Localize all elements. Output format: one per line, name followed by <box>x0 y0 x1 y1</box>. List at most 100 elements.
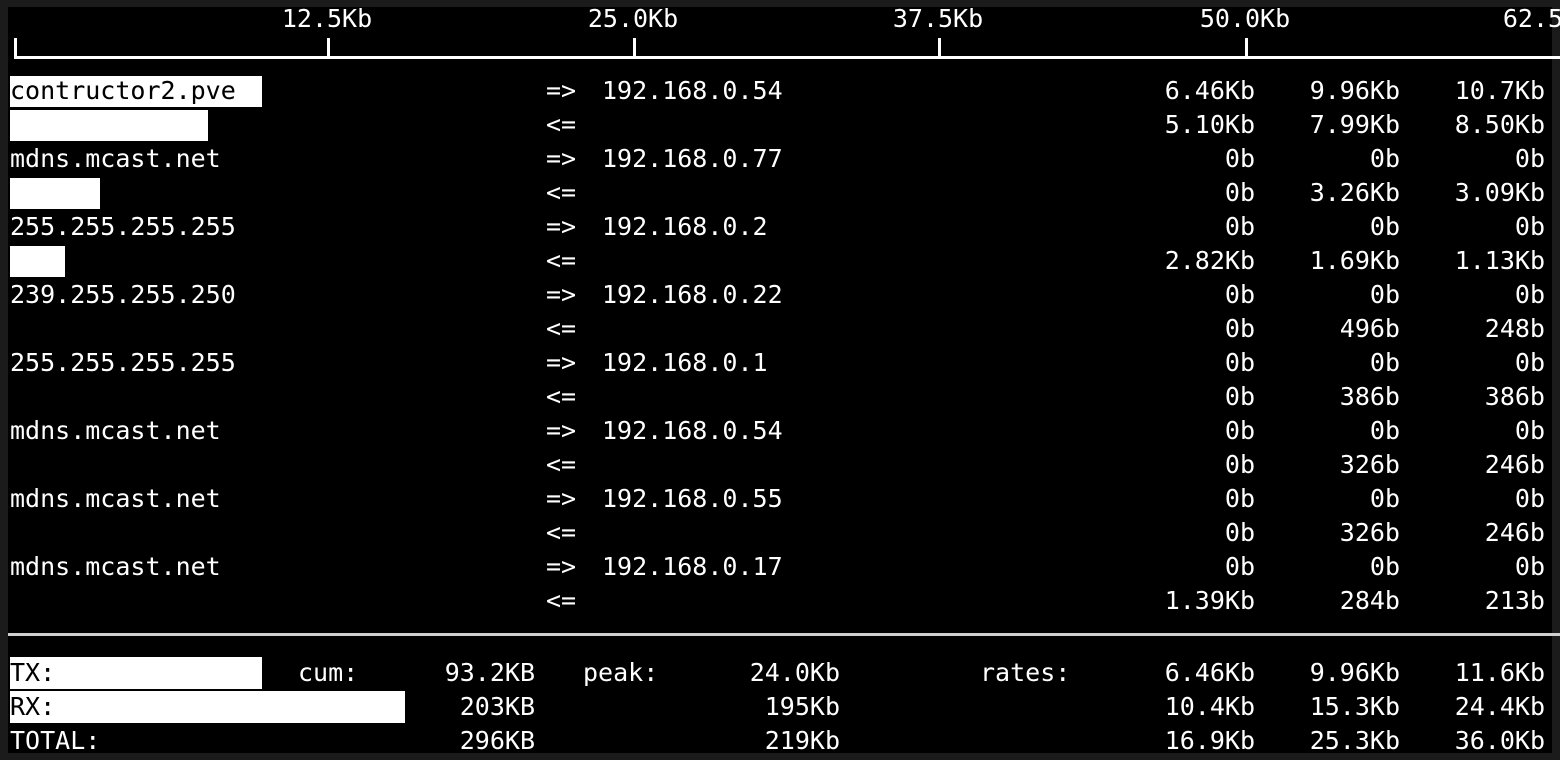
tx-rate-value: 0b <box>1369 552 1400 581</box>
tx-rate-value: 0b <box>1369 416 1400 445</box>
connection-row-tx[interactable]: 239.255.255.250 => 192.168.0.22 0b 0b 0b <box>0 278 1560 312</box>
scale-label: 25.0Kb <box>587 4 679 33</box>
tx-rate-value: 0b <box>1514 348 1545 377</box>
rx-rate-value: 496b <box>1339 314 1400 343</box>
tx-rate-value: 0b <box>1514 212 1545 241</box>
cumulative-value: 93.2KB <box>444 658 535 687</box>
rx-rate-value: 326b <box>1339 518 1400 547</box>
direction-arrow-in-icon: <= <box>546 314 577 343</box>
summary-rate-value: 36.0Kb <box>1454 726 1545 755</box>
tx-rate-value: 0b <box>1514 416 1545 445</box>
tx-rate-value: 10.7Kb <box>1454 76 1545 105</box>
summary-rate-value: 9.96Kb <box>1309 658 1400 687</box>
connection-row-rx[interactable]: <= 5.10Kb 7.99Kb 8.50Kb <box>0 108 1560 142</box>
connection-list[interactable]: contructor2.pve => 192.168.0.54 6.46Kb 9.96K… <box>0 62 1560 632</box>
peak-value: 195Kb <box>764 692 840 721</box>
connection-row-tx[interactable]: mdns.mcast.net => 192.168.0.17 0b 0b 0b <box>0 550 1560 584</box>
summary-row-label: RX: <box>10 692 56 721</box>
connection-row-rx[interactable]: <= 0b 386b 386b <box>0 380 1560 414</box>
rx-rate-value: 3.26Kb <box>1309 178 1400 207</box>
summary-row-label: TX: <box>10 658 56 687</box>
summary-rate-value: 25.3Kb <box>1309 726 1400 755</box>
connection-row-tx[interactable]: 255.255.255.255 => 192.168.0.1 0b 0b 0b <box>0 346 1560 380</box>
host-name: 255.255.255.255 <box>10 212 236 241</box>
peer-address: 192.168.0.54 <box>602 76 783 105</box>
summary-row: TX: cum: peak: rates: 93.2KB 24.0Kb 6.46Kb 9.96… <box>0 656 1560 690</box>
rx-rate-value: 246b <box>1484 518 1545 547</box>
connection-row-tx[interactable]: 255.255.255.255 => 192.168.0.2 0b 0b 0b <box>0 210 1560 244</box>
cumulative-value: 296KB <box>459 726 535 755</box>
rx-rate-value: 213b <box>1484 586 1545 615</box>
summary-row: TOTAL: 296KB 219Kb 16.9Kb 25.3Kb 36.0Kb <box>0 724 1560 758</box>
summary-rate-value: 6.46Kb <box>1164 658 1255 687</box>
direction-arrow-out-icon: => <box>546 484 577 513</box>
direction-arrow-in-icon: <= <box>546 586 577 615</box>
connection-row-tx[interactable]: contructor2.pve => 192.168.0.54 6.46Kb 9.96K… <box>0 74 1560 108</box>
tx-rate-value: 0b <box>1224 280 1255 309</box>
tx-rate-value: 0b <box>1369 144 1400 173</box>
tx-rate-value: 0b <box>1369 484 1400 513</box>
rx-rate-value: 1.69Kb <box>1309 246 1400 275</box>
direction-arrow-in-icon: <= <box>546 518 577 547</box>
rx-rate-value: 0b <box>1224 382 1255 411</box>
tx-rate-value: 0b <box>1224 484 1255 513</box>
summary-rate-value: 10.4Kb <box>1164 692 1255 721</box>
rx-rate-value: 0b <box>1224 450 1255 479</box>
connection-row-tx[interactable]: mdns.mcast.net => 192.168.0.77 0b 0b 0b <box>0 142 1560 176</box>
connection-row-rx[interactable]: <= 2.82Kb 1.69Kb 1.13Kb <box>0 244 1560 278</box>
connection-row-tx[interactable]: mdns.mcast.net => 192.168.0.55 0b 0b 0b <box>0 482 1560 516</box>
host-name: 255.255.255.255 <box>10 348 236 377</box>
rx-rate-value: 1.39Kb <box>1164 586 1255 615</box>
summary-rate-value: 11.6Kb <box>1454 658 1545 687</box>
summary-rate-value: 16.9Kb <box>1164 726 1255 755</box>
scale-tick <box>1245 38 1248 59</box>
host-name: 239.255.255.250 <box>10 280 236 309</box>
scale-label: 12.5Kb <box>281 4 373 33</box>
rx-rate-value: 386b <box>1484 382 1545 411</box>
scale-tick <box>327 38 330 59</box>
peer-address: 192.168.0.77 <box>602 144 783 173</box>
host-name: mdns.mcast.net <box>10 484 221 513</box>
scale-tick <box>14 38 17 59</box>
rates-label: rates: <box>980 658 1071 687</box>
host-name: mdns.mcast.net <box>10 416 221 445</box>
connection-row-rx[interactable]: <= 0b 496b 248b <box>0 312 1560 346</box>
summary-bandwidth-bar <box>10 691 405 723</box>
footer-separator <box>8 633 1560 636</box>
rx-bandwidth-bar <box>10 110 208 141</box>
direction-arrow-out-icon: => <box>546 280 577 309</box>
connection-row-rx[interactable]: <= 0b 3.26Kb 3.09Kb <box>0 176 1560 210</box>
window-edge-top <box>0 0 1560 7</box>
connection-row-rx[interactable]: <= 0b 326b 246b <box>0 448 1560 482</box>
rx-rate-value: 0b <box>1224 518 1255 547</box>
window-edge-right <box>1552 0 1560 760</box>
rx-rate-value: 8.50Kb <box>1454 110 1545 139</box>
host-name: contructor2.pve <box>10 76 236 105</box>
tx-rate-value: 0b <box>1224 348 1255 377</box>
peer-address: 192.168.0.54 <box>602 416 783 445</box>
rx-rate-value: 284b <box>1339 586 1400 615</box>
summary-bandwidth-bar <box>10 657 262 689</box>
peer-address: 192.168.0.17 <box>602 552 783 581</box>
rx-rate-value: 326b <box>1339 450 1400 479</box>
scale-label: 62.5Kb <box>1502 4 1560 33</box>
peer-address: 192.168.0.1 <box>602 348 768 377</box>
cumulative-value: 203KB <box>459 692 535 721</box>
rx-rate-value: 2.82Kb <box>1164 246 1255 275</box>
tx-rate-value: 0b <box>1369 280 1400 309</box>
tx-rate-value: 0b <box>1224 416 1255 445</box>
connection-row-rx[interactable]: <= 0b 326b 246b <box>0 516 1560 550</box>
scale-label: 37.5Kb <box>892 4 984 33</box>
rx-rate-value: 386b <box>1339 382 1400 411</box>
tx-rate-value: 0b <box>1369 212 1400 241</box>
peer-address: 192.168.0.55 <box>602 484 783 513</box>
connection-row-tx[interactable]: mdns.mcast.net => 192.168.0.54 0b 0b 0b <box>0 414 1560 448</box>
scale-tick <box>633 38 636 59</box>
rx-rate-value: 0b <box>1224 178 1255 207</box>
tx-rate-value: 0b <box>1514 144 1545 173</box>
rx-rate-value: 5.10Kb <box>1164 110 1255 139</box>
connection-row-rx[interactable]: <= 1.39Kb 284b 213b <box>0 584 1560 618</box>
rx-rate-value: 7.99Kb <box>1309 110 1400 139</box>
direction-arrow-in-icon: <= <box>546 110 577 139</box>
